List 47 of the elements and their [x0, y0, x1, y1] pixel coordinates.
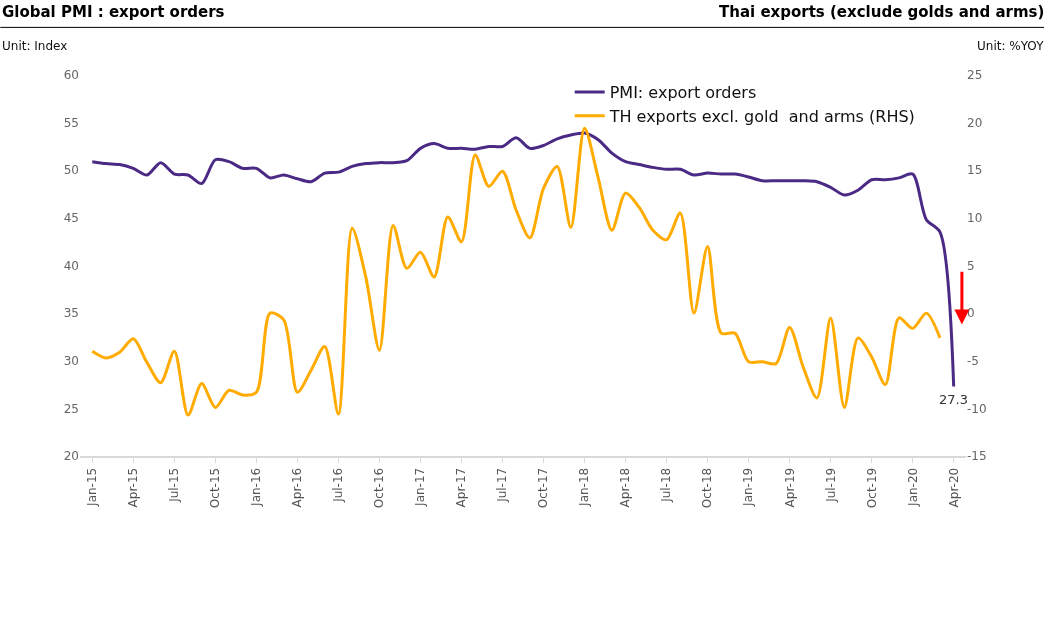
x-tick-label: Oct-15 — [208, 467, 223, 509]
x-tick-label: Apr-17 — [454, 467, 469, 508]
y-tick-label: 35 — [63, 306, 79, 321]
annotation: 27.3 — [939, 392, 968, 407]
x-tick-label: Apr-16 — [290, 467, 305, 508]
x-tick-label: Jul-17 — [495, 467, 510, 503]
y-tick-label: 30 — [63, 353, 79, 368]
x-tick-label: Jan-18 — [577, 467, 592, 507]
y2-tick-label: -15 — [967, 449, 987, 464]
x-tick-label: Jul-19 — [823, 467, 838, 503]
y2-tick-label: -5 — [967, 353, 979, 368]
x-tick-label: Jul-18 — [659, 467, 674, 503]
y2-tick-label: 5 — [967, 258, 975, 273]
x-tick-label: Jul-15 — [167, 467, 182, 503]
x-tick-label: Apr-18 — [618, 467, 633, 508]
y2-tick-label: 25 — [967, 68, 983, 83]
y-tick-label: 50 — [63, 163, 79, 178]
x-tick-label: Oct-18 — [700, 467, 715, 509]
y2-axis-title: Unit: %YOY — [977, 39, 1044, 53]
chart-subtitle: Thai exports (exclude golds and arms) — [719, 3, 1044, 21]
x-tick-label: Jan-20 — [905, 467, 920, 507]
legend-label: PMI: export orders — [609, 83, 757, 103]
x-tick-label: Apr-19 — [782, 467, 797, 508]
y-tick-label: 40 — [63, 258, 79, 273]
x-tick-label: Jan-19 — [741, 467, 756, 507]
y2-tick-label: 15 — [967, 163, 983, 178]
x-tick-label: Oct-19 — [864, 467, 879, 509]
x-tick-label: Jan-17 — [413, 467, 428, 507]
y-tick-label: 55 — [63, 115, 79, 130]
y2-tick-label: 20 — [967, 115, 983, 130]
x-tick-label: Jan-16 — [249, 467, 264, 507]
legend-label: TH exports excl. gold and arms (RHS) — [608, 106, 915, 126]
x-tick-label: Apr-15 — [126, 467, 141, 508]
x-tick-label: Jan-15 — [85, 467, 100, 507]
y2-tick-label: -10 — [967, 401, 987, 416]
x-tick-label: Oct-16 — [372, 467, 387, 509]
x-tick-label: Jul-16 — [331, 467, 346, 503]
y2-tick-label: 0 — [967, 306, 975, 321]
chart-title: Global PMI : export orders — [2, 3, 225, 21]
x-tick-label: Oct-17 — [536, 467, 551, 509]
y-tick-label: 25 — [63, 401, 79, 416]
y-tick-label: 20 — [63, 449, 79, 464]
x-tick-label: Apr-20 — [946, 467, 961, 508]
y-tick-label: 45 — [63, 211, 79, 226]
y-tick-label: 60 — [63, 68, 79, 83]
y2-tick-label: 10 — [967, 211, 983, 226]
y-axis-title: Unit: Index — [2, 39, 68, 53]
